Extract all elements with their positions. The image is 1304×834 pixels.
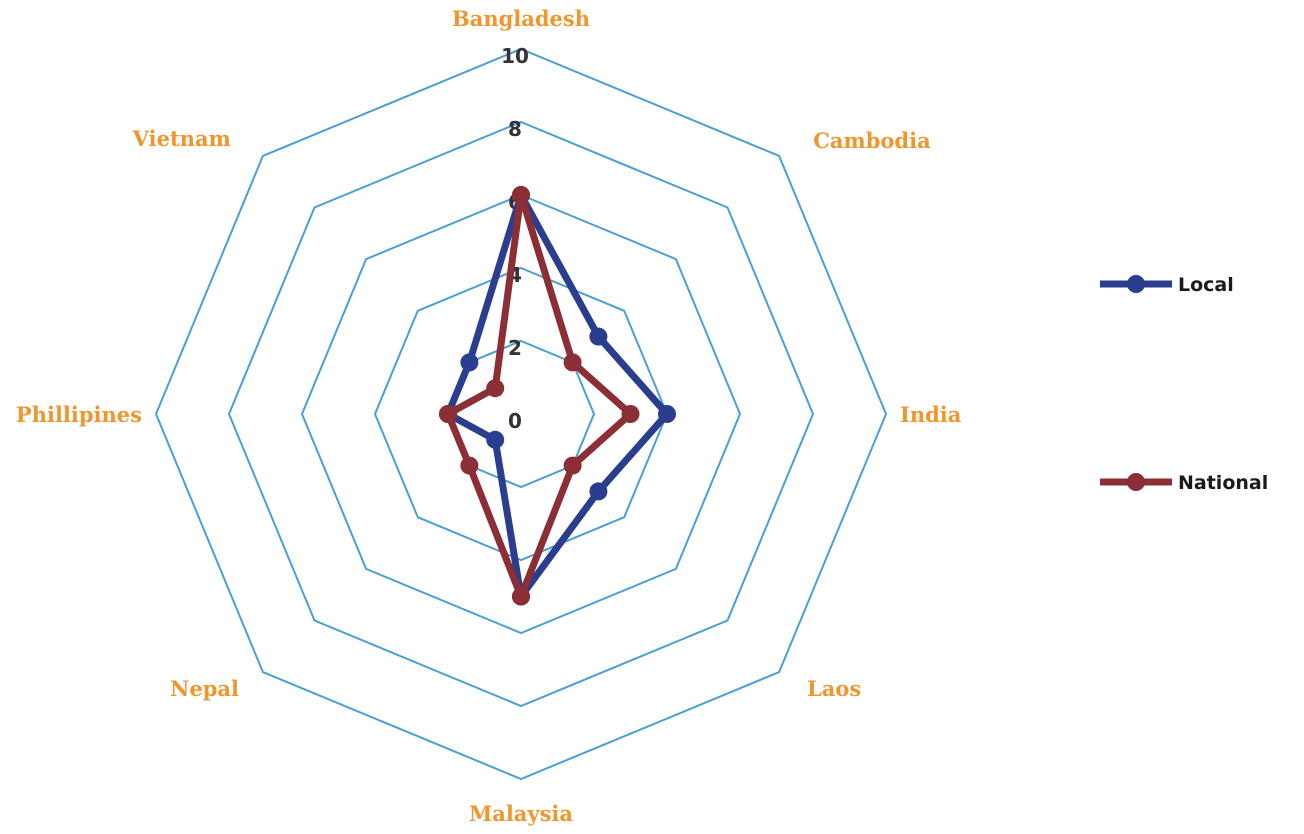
legend-label-local: Local (1178, 274, 1234, 296)
category-label-bangladesh: Bangladesh (452, 6, 590, 31)
legend-label-national: National (1178, 472, 1268, 494)
legend-marker-national (1127, 473, 1145, 491)
tick-label-10: 10 (501, 44, 529, 68)
tick-label-8: 8 (508, 117, 522, 141)
category-label-nepal: Nepal (170, 676, 239, 701)
point-local-vietnam (460, 353, 479, 372)
grid-ring-4 (373, 266, 669, 562)
point-local-cambodia (589, 327, 608, 346)
point-national-india (621, 405, 640, 423)
data-series (439, 186, 676, 606)
category-label-india: India (900, 402, 962, 427)
point-local-nepal (486, 430, 505, 449)
point-national-phillipines (439, 405, 457, 423)
point-national-vietnam (486, 379, 505, 398)
point-national-cambodia (563, 353, 582, 372)
legend: Local National (1100, 274, 1268, 494)
series-line-national (444, 191, 634, 600)
tick-label-0: 0 (508, 409, 522, 433)
legend-marker-local (1127, 275, 1145, 293)
point-local-india (658, 405, 676, 423)
category-label-phillipines: Phillipines (16, 402, 142, 427)
legend-item-local: Local (1100, 274, 1234, 296)
point-national-bangladesh (512, 186, 530, 204)
point-local-laos (589, 482, 608, 501)
point-national-laos (563, 456, 582, 475)
tick-label-2: 2 (508, 336, 522, 360)
grid-ring-6 (300, 193, 742, 635)
legend-item-national: National (1100, 472, 1268, 494)
category-label-vietnam: Vietnam (132, 126, 231, 151)
point-national-malaysia (512, 587, 530, 606)
grid-ring-8 (227, 120, 815, 708)
radar-grid (154, 47, 888, 781)
category-label-malaysia: Malaysia (469, 801, 573, 826)
category-label-laos: Laos (807, 676, 861, 701)
point-national-nepal (460, 456, 479, 475)
category-label-cambodia: Cambodia (813, 128, 931, 153)
grid-ring-10 (154, 47, 888, 781)
category-labels: Bangladesh Cambodia India Laos Malaysia Nepal… (16, 6, 962, 826)
